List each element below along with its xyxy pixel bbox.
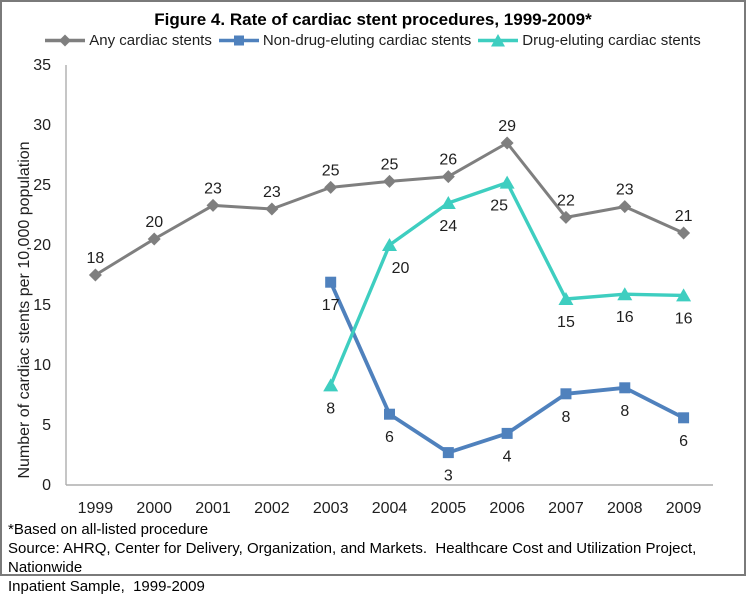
y-tick-10: 10 bbox=[33, 357, 51, 374]
legend-label-non-drug-eluting-cardiac-stents: Non-drug-eluting cardiac stents bbox=[262, 32, 472, 49]
marker-non-drug-eluting-cardiac-stents-2007 bbox=[560, 388, 572, 400]
marker-non-drug-eluting-cardiac-stents-2009 bbox=[678, 412, 690, 424]
data-label-any-cardiac-stents-2002: 23 bbox=[263, 184, 281, 201]
chart-legend: Any cardiac stents Non-drug-eluting cardi… bbox=[0, 32, 746, 49]
marker-any-cardiac-stents-2005 bbox=[441, 170, 455, 184]
marker-non-drug-eluting-cardiac-stents-2006 bbox=[501, 427, 513, 439]
y-tick-30: 30 bbox=[33, 117, 51, 134]
marker-any-cardiac-stents-2007 bbox=[559, 210, 573, 224]
y-tick-15: 15 bbox=[33, 297, 51, 314]
data-label-drug-eluting-cardiac-stents-2007: 15 bbox=[557, 314, 575, 331]
figure-footer: *Based on all-listed procedure Source: A… bbox=[8, 520, 740, 596]
legend-marker-triangle-icon bbox=[478, 34, 519, 47]
data-label-non-drug-eluting-cardiac-stents-2003: 17 bbox=[322, 297, 340, 314]
data-label-any-cardiac-stents-2009: 21 bbox=[675, 208, 693, 225]
series-line-non-drug-eluting-cardiac-stents bbox=[328, 280, 686, 455]
legend-label-any-cardiac-stents: Any cardiac stents bbox=[89, 32, 212, 49]
marker-any-cardiac-stents-1999 bbox=[88, 268, 102, 282]
marker-drug-eluting-cardiac-stents-2006 bbox=[499, 175, 515, 189]
data-label-non-drug-eluting-cardiac-stents-2007: 8 bbox=[562, 409, 571, 426]
x-tick-2003: 2003 bbox=[313, 500, 349, 517]
data-label-drug-eluting-cardiac-stents-2003: 8 bbox=[326, 400, 335, 417]
marker-any-cardiac-stents-2003 bbox=[324, 180, 338, 194]
marker-drug-eluting-cardiac-stents-2007 bbox=[558, 292, 574, 305]
x-tick-2002: 2002 bbox=[254, 500, 290, 517]
y-tick-5: 5 bbox=[42, 417, 51, 434]
marker-drug-eluting-cardiac-stents-2005 bbox=[440, 196, 456, 209]
marker-drug-eluting-cardiac-stents-2004 bbox=[382, 238, 397, 251]
data-label-any-cardiac-stents-2008: 23 bbox=[616, 182, 634, 199]
data-label-any-cardiac-stents-2004: 25 bbox=[381, 156, 399, 173]
data-label-any-cardiac-stents-2001: 23 bbox=[204, 180, 222, 197]
data-label-any-cardiac-stents-2006: 29 bbox=[498, 118, 516, 135]
x-tick-2009: 2009 bbox=[666, 500, 702, 517]
chart-plot: 0 5 10 15 20 25 30 35 1999 2000 2001 2002 2003 2004 20… bbox=[33, 57, 713, 517]
marker-drug-eluting-cardiac-stents-2009 bbox=[676, 288, 692, 302]
data-label-any-cardiac-stents-2000: 20 bbox=[145, 214, 163, 231]
marker-drug-eluting-cardiac-stents-2003 bbox=[323, 378, 339, 392]
marker-non-drug-eluting-cardiac-stents-2004 bbox=[384, 408, 395, 420]
marker-any-cardiac-stents-2002 bbox=[265, 202, 279, 216]
marker-any-cardiac-stents-2000 bbox=[147, 232, 161, 246]
legend-marker-diamond-icon bbox=[45, 34, 86, 47]
marker-any-cardiac-stents-2008 bbox=[618, 200, 632, 214]
y-tick-35: 35 bbox=[33, 57, 51, 74]
legend-item-non-drug-eluting-cardiac-stents: Non-drug-eluting cardiac stents bbox=[218, 32, 472, 49]
source-text: Source: AHRQ, Center for Delivery, Organ… bbox=[8, 540, 697, 595]
legend-item-drug-eluting-cardiac-stents: Drug-eluting cardiac stents bbox=[478, 32, 701, 49]
data-label-non-drug-eluting-cardiac-stents-2006: 4 bbox=[503, 448, 512, 465]
data-label-non-drug-eluting-cardiac-stents-2004: 6 bbox=[385, 429, 394, 446]
data-label-non-drug-eluting-cardiac-stents-2008: 8 bbox=[620, 403, 629, 420]
marker-non-drug-eluting-cardiac-stents-2008 bbox=[619, 382, 631, 394]
y-tick-25: 25 bbox=[33, 177, 51, 194]
marker-any-cardiac-stents-2006 bbox=[500, 136, 514, 150]
marker-drug-eluting-cardiac-stents-2008 bbox=[617, 287, 633, 301]
footnote: *Based on all-listed procedure bbox=[8, 521, 209, 538]
marker-any-cardiac-stents-2009 bbox=[677, 226, 691, 240]
marker-any-cardiac-stents-2001 bbox=[206, 198, 220, 212]
x-tick-2004: 2004 bbox=[372, 500, 408, 517]
chart-title: Figure 4. Rate of cardiac stent procedur… bbox=[154, 10, 592, 29]
legend-item-any-cardiac-stents: Any cardiac stents bbox=[45, 32, 212, 49]
data-label-drug-eluting-cardiac-stents-2006: 25 bbox=[490, 198, 508, 215]
legend-marker-square-icon bbox=[218, 35, 259, 46]
marker-non-drug-eluting-cardiac-stents-2005 bbox=[442, 447, 454, 459]
x-tick-2005: 2005 bbox=[431, 500, 467, 517]
data-label-non-drug-eluting-cardiac-stents-2009: 6 bbox=[679, 433, 688, 450]
data-label-any-cardiac-stents-2007: 22 bbox=[557, 192, 575, 209]
data-label-drug-eluting-cardiac-stents-2005: 24 bbox=[439, 218, 457, 235]
marker-non-drug-eluting-cardiac-stents-2003 bbox=[325, 276, 337, 288]
data-label-any-cardiac-stents-2005: 26 bbox=[439, 152, 457, 169]
marker-any-cardiac-stents-2004 bbox=[383, 174, 396, 188]
data-label-any-cardiac-stents-1999: 18 bbox=[87, 250, 105, 267]
y-tick-0: 0 bbox=[42, 477, 51, 494]
x-tick-2000: 2000 bbox=[136, 500, 172, 517]
x-tick-2007: 2007 bbox=[548, 500, 584, 517]
x-tick-1999: 1999 bbox=[78, 500, 114, 517]
x-tick-2006: 2006 bbox=[489, 500, 525, 517]
data-label-drug-eluting-cardiac-stents-2008: 16 bbox=[616, 309, 634, 326]
data-label-any-cardiac-stents-2003: 25 bbox=[322, 162, 340, 179]
data-label-non-drug-eluting-cardiac-stents-2005: 3 bbox=[444, 468, 453, 485]
x-tick-2001: 2001 bbox=[195, 500, 231, 517]
data-label-drug-eluting-cardiac-stents-2009: 16 bbox=[675, 310, 693, 327]
data-label-drug-eluting-cardiac-stents-2004: 20 bbox=[392, 260, 410, 277]
legend-label-drug-eluting-cardiac-stents: Drug-eluting cardiac stents bbox=[522, 32, 701, 49]
y-tick-20: 20 bbox=[33, 237, 51, 254]
x-tick-2008: 2008 bbox=[607, 500, 643, 517]
